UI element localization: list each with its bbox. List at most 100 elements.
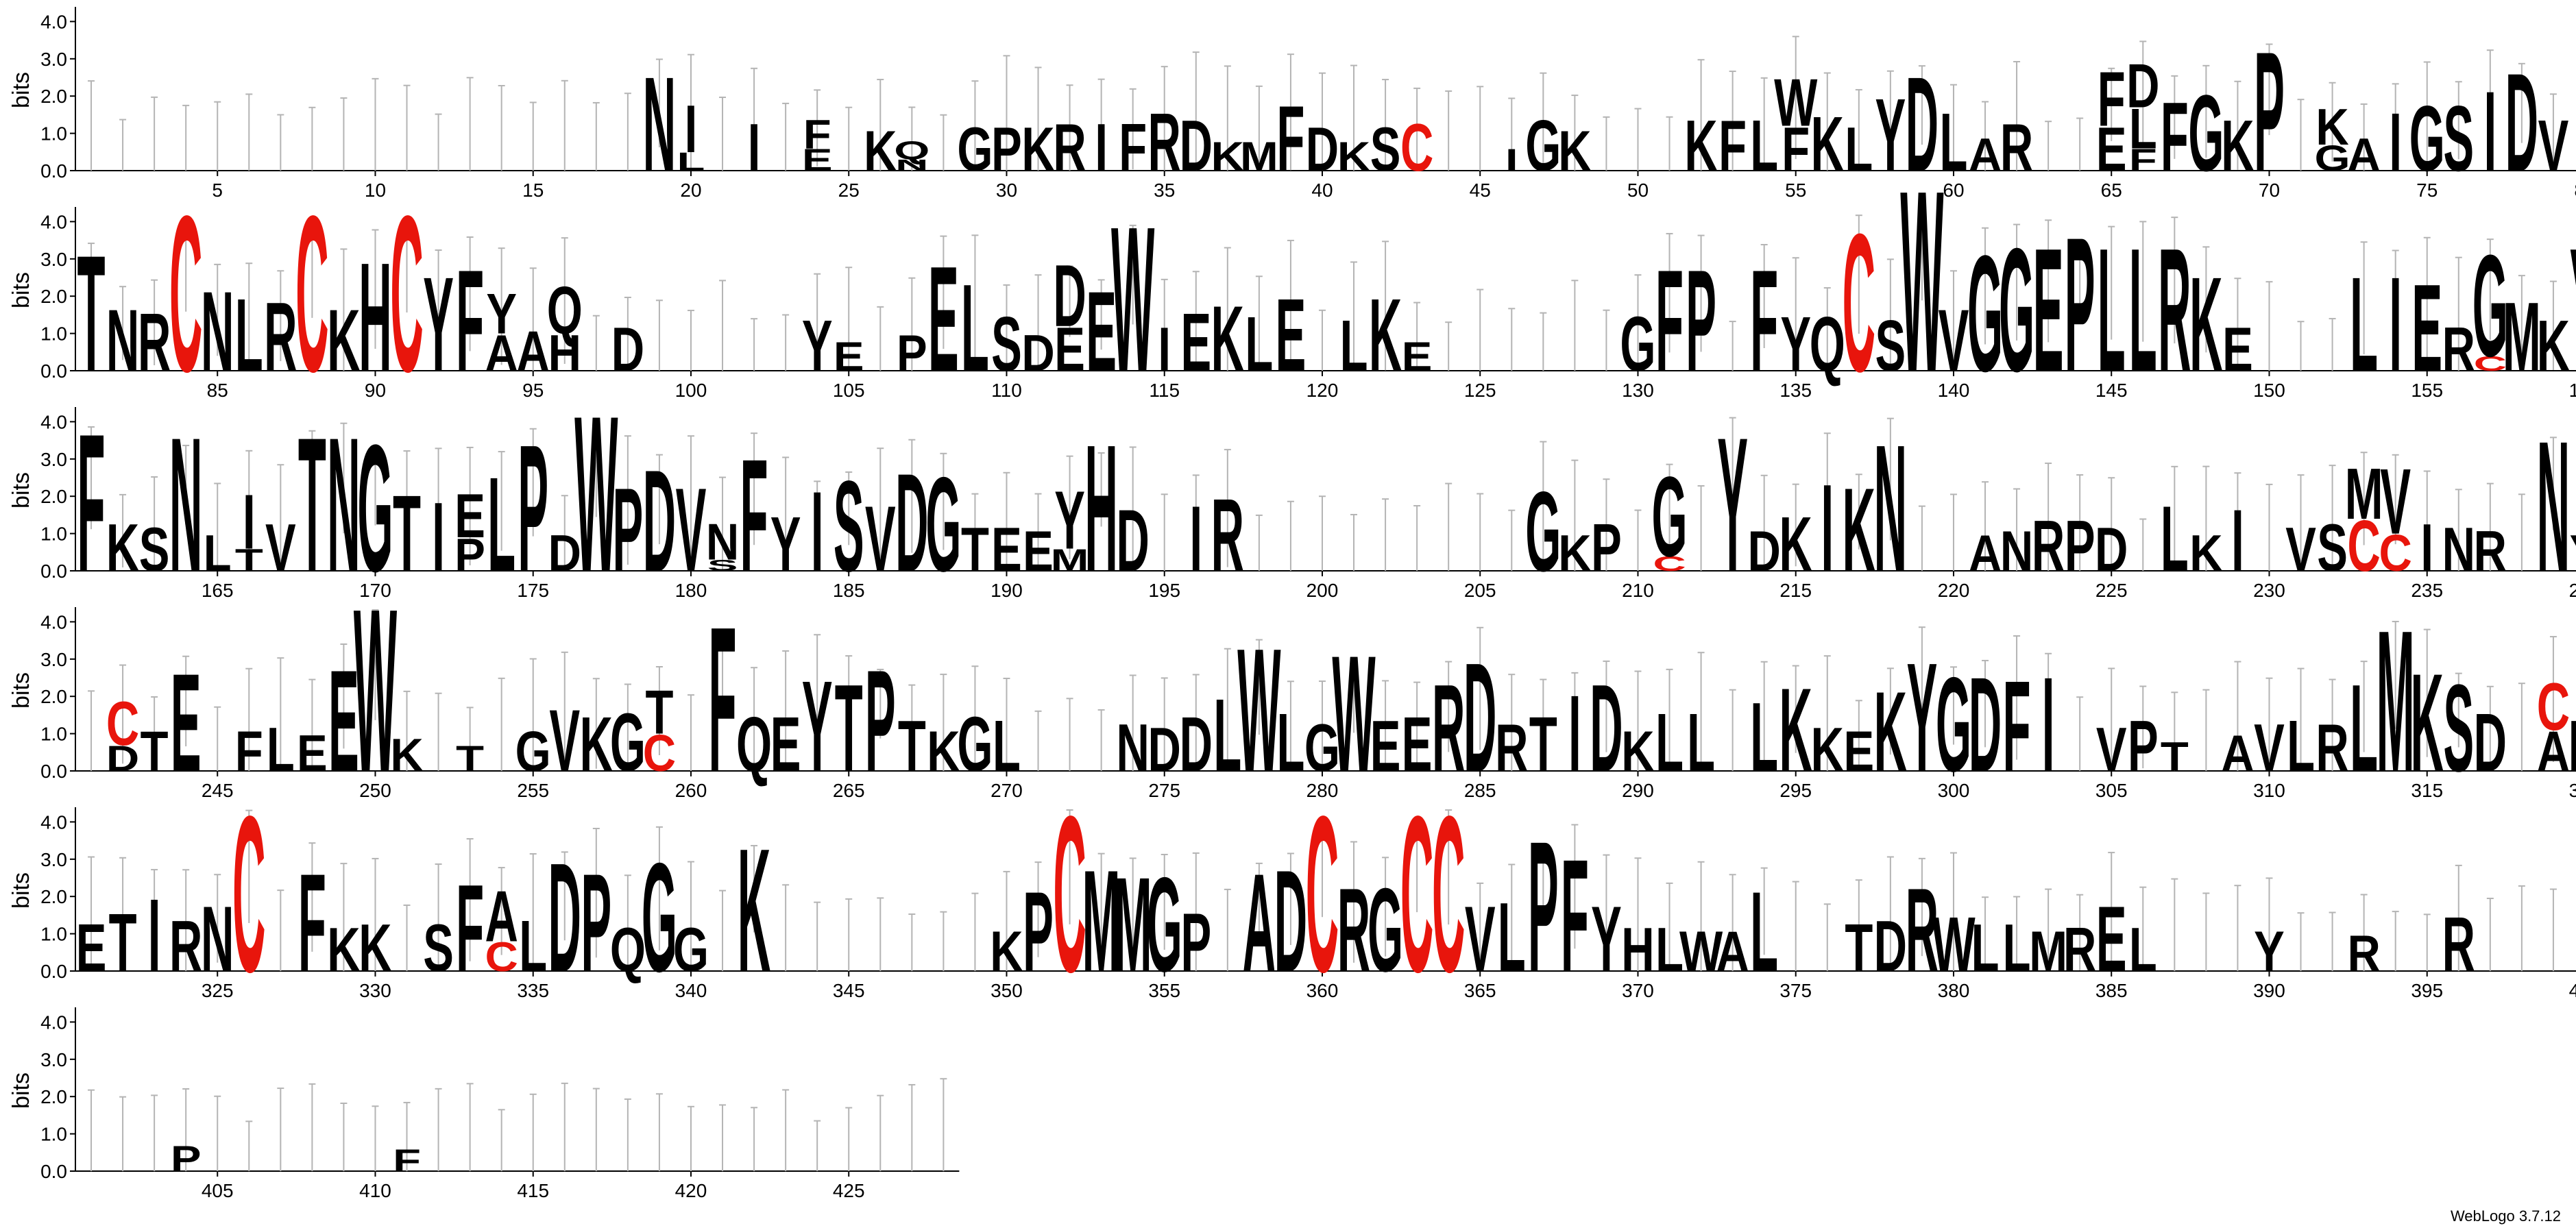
y-axis-label: bits [8, 272, 34, 308]
logo-letter-I: I [148, 877, 161, 993]
x-tick-label: 45 [1470, 180, 1491, 201]
x-tick-label: 340 [675, 980, 707, 1001]
logo-letter-K: K [580, 701, 613, 788]
logo-letter-D: D [548, 524, 581, 582]
logo-letter-R: R [1337, 863, 1370, 996]
logo-letter-L: L [2098, 211, 2126, 408]
logo-letter-E: E [1023, 519, 1054, 582]
logo-letter-E: E [1054, 315, 1085, 384]
logo-letter-R: R [169, 905, 202, 986]
x-tick-label: 415 [517, 1180, 549, 1201]
logo-letter-D: D [895, 445, 928, 601]
logo-letter-R: R [2474, 519, 2507, 582]
logo-letter-D: D [2126, 51, 2159, 121]
y-tick-label: 4.0 [40, 11, 67, 32]
logo-letter-T: T [298, 398, 326, 612]
logo-letter-V: V [2285, 515, 2316, 584]
y-tick-label: 1.0 [40, 524, 67, 545]
logo-letter-V: V [865, 487, 896, 591]
logo-letter-K: K [1811, 101, 1844, 188]
logo-letter-P: P [2254, 16, 2285, 208]
logo-row-1: bits 0.0 1.0 2.0 3.0 4.0 5 10 15 20 25 30 35 40 45 50 55… [8, 7, 2576, 207]
logo-letter-C: C [2379, 524, 2411, 582]
y-tick-label: 1.0 [40, 123, 67, 145]
x-tick-label: 55 [1785, 180, 1806, 201]
logo-letter-R: R [2032, 505, 2065, 586]
logo-letter-K: K [1811, 715, 1844, 784]
x-tick-label: 395 [2411, 980, 2443, 1001]
x-tick-label: 115 [1149, 380, 1180, 401]
x-tick-label: 380 [1938, 980, 1970, 1001]
logo-letter-E: E [297, 724, 328, 783]
logo-letter-G: G [1304, 710, 1340, 785]
logo-letter-Q: Q [736, 701, 772, 788]
logo-letter-G: G [1651, 452, 1687, 580]
logo-letter-K: K [2568, 705, 2576, 786]
logo-letter-E: E [2033, 211, 2064, 408]
logo-letter-G: G [1368, 863, 1403, 996]
logo-letter-P: P [1528, 802, 1559, 1010]
logo-letter-N: N [169, 398, 202, 612]
logo-letter-L: L [1213, 677, 1241, 793]
logo-letter-L: L [2129, 915, 2157, 984]
x-tick-label: 135 [1779, 380, 1812, 401]
logo-letter-D: D [1021, 324, 1054, 382]
logo-letter-E: E [2411, 258, 2442, 397]
logo-letter-R: R [1906, 863, 1939, 996]
x-tick-label: 250 [359, 780, 391, 801]
logo-letter-N: N [706, 513, 739, 572]
y-tick-label: 3.0 [40, 649, 67, 670]
logo-letter-L: L [961, 258, 989, 397]
logo-letter-H: H [1084, 406, 1117, 609]
logo-letter-I: I [1158, 315, 1171, 384]
logo-letter-G: G [2409, 86, 2445, 191]
x-tick-label: 325 [202, 980, 234, 1001]
x-tick-label: 10 [365, 180, 386, 201]
logo-letter-R: R [264, 282, 297, 392]
logo-letter-E: E [928, 236, 959, 404]
logo-letter-Y: Y [1780, 301, 1811, 388]
logo-letter-T: T [1529, 701, 1557, 788]
x-tick-label: 30 [996, 180, 1017, 201]
logo-letter-A: A [1969, 130, 2002, 182]
logo-letter-I: I [811, 467, 824, 595]
y-axis-label: bits [8, 872, 34, 909]
logo-letter-E: E [1370, 705, 1401, 786]
x-tick-label: 195 [1148, 580, 1180, 601]
logo-letter-D: D [106, 738, 139, 779]
logo-letter-A: A [1716, 920, 1749, 983]
x-tick-label: 405 [202, 1180, 234, 1201]
logo-letter-L: L [1655, 915, 1684, 984]
logo-letter-I: I [243, 478, 256, 565]
logo-letter-E: E [1086, 267, 1117, 395]
x-tick-label: 185 [833, 580, 865, 601]
logo-letter-W: W [1237, 611, 1280, 808]
x-tick-label: 215 [1779, 580, 1812, 601]
logo-letter-F: F [393, 1144, 421, 1179]
logo-letter-L: L [1940, 96, 1968, 188]
logo-letter-M: M [1114, 850, 1152, 1000]
logo-letter-F: F [1782, 114, 1810, 184]
logo-letter-N: N [2442, 515, 2475, 584]
logo-letter-Y: Y [2570, 211, 2576, 408]
logo-letter-D: D [1463, 632, 1496, 805]
logo-letter-C: C [1400, 110, 1433, 185]
logo-letter-V: V [676, 463, 707, 596]
logo-letter-N: N [895, 157, 928, 174]
y-tick-label: 3.0 [40, 849, 67, 870]
logo-letter-F: F [2129, 143, 2157, 178]
y-axis-label: bits [8, 472, 34, 508]
logo-letter-R: R [2442, 901, 2475, 988]
logo-letter-W: W [1900, 137, 1944, 426]
logo-letter-N: N [643, 49, 676, 200]
logo-letter-P: P [454, 530, 485, 582]
logo-letter-R: R [1211, 477, 1244, 593]
x-tick-label: 170 [359, 580, 391, 601]
x-tick-label: 70 [2259, 180, 2280, 201]
logo-letter-I: I [2042, 650, 2055, 800]
y-tick-label: 0.0 [40, 360, 67, 382]
weblogo-credit: WebLogo 3.7.12 [2451, 1207, 2561, 1225]
logo-letter-H: H [359, 232, 391, 404]
logo-letter-Y: Y [486, 282, 517, 345]
logo-letter-K: K [359, 910, 391, 985]
